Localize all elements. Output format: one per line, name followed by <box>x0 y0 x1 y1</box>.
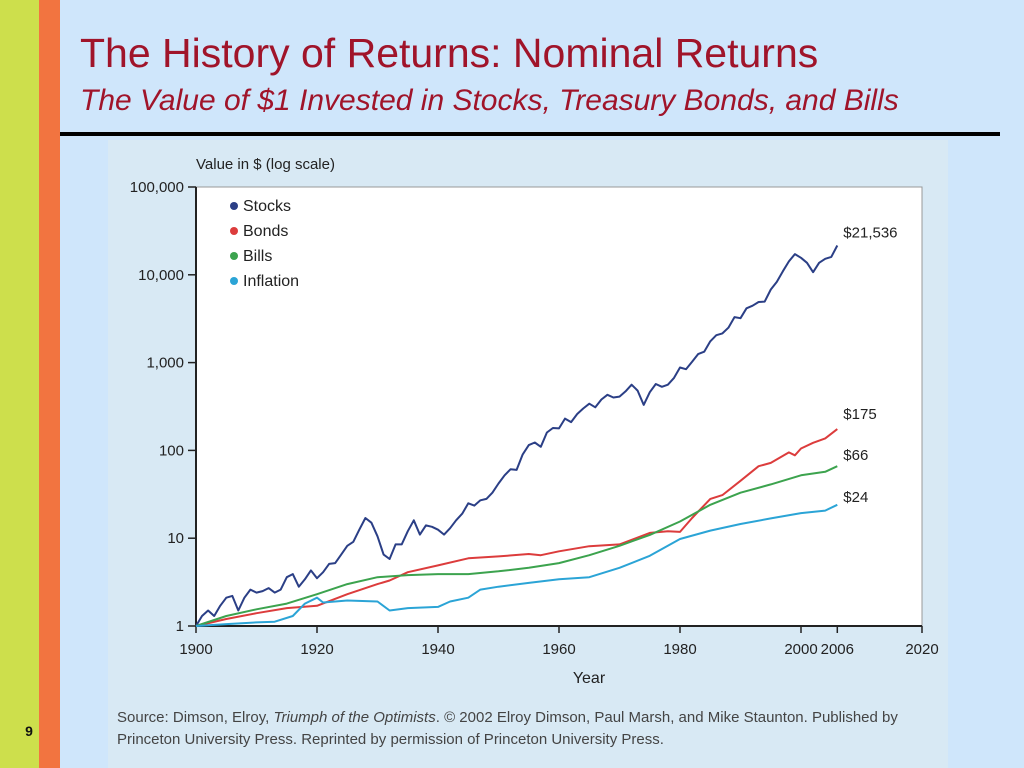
x-tick-label: 2000 <box>784 641 817 658</box>
stocks-legend-marker <box>230 202 238 210</box>
stocks-series-line <box>195 245 839 627</box>
bills-legend-marker <box>230 252 238 260</box>
x-tick-label: 1940 <box>421 641 454 658</box>
y-axis-label: Value in $ (log scale) <box>196 156 335 173</box>
y-tick-label: 100,000 <box>130 179 184 196</box>
y-tick-label: 100 <box>159 442 184 459</box>
x-tick-label: 1980 <box>663 641 696 658</box>
slide-number: 9 <box>25 723 33 739</box>
chart-panel: Value in $ (log scale) 1 10 100 1,000 10,000 1… <box>108 140 948 768</box>
plot-area <box>195 186 923 627</box>
inflation-legend-marker <box>230 277 238 285</box>
slide-title: The History of Returns: Nominal Returns <box>80 30 819 76</box>
bills-legend-label: Bills <box>243 248 272 265</box>
bonds-series-line <box>195 428 838 627</box>
x-tick-label: 2006 <box>821 641 854 658</box>
stocks-end-label: $21,536 <box>843 225 897 242</box>
slide-subtitle: The Value of $1 Invested in Stocks, Trea… <box>80 84 899 117</box>
bonds-end-label: $175 <box>843 406 876 423</box>
stocks-legend-label: Stocks <box>243 198 291 215</box>
title-divider <box>60 132 1000 136</box>
returns-chart: Value in $ (log scale) 1 10 100 1,000 10,000 1… <box>130 156 939 687</box>
bills-series-line <box>195 465 838 627</box>
y-tick-label: 1 <box>176 618 184 635</box>
source-prefix: Source: Dimson, Elroy, <box>117 709 274 726</box>
x-tick-label: 1960 <box>542 641 575 658</box>
source-citation: Source: Dimson, Elroy, Triumph of the Op… <box>117 707 937 751</box>
bonds-legend-label: Bonds <box>243 223 288 240</box>
left-orange-stripe <box>39 0 60 768</box>
inflation-end-label: $24 <box>843 489 868 506</box>
x-tick-label: 2020 <box>905 641 938 658</box>
source-rest: . © 2002 Elroy Dimson, Paul Marsh, and M… <box>117 709 898 748</box>
x-tick-label: 1920 <box>300 641 333 658</box>
left-accent-stripe <box>0 0 39 768</box>
bills-end-label: $66 <box>843 447 868 464</box>
x-tick-label: 1900 <box>179 641 212 658</box>
bonds-legend-marker <box>230 227 238 235</box>
x-axis-label: Year <box>573 670 606 687</box>
y-tick-label: 10,000 <box>138 267 184 284</box>
source-book-title: Triumph of the Optimists <box>273 709 436 726</box>
inflation-series-line <box>195 503 838 627</box>
inflation-legend-label: Inflation <box>243 273 299 290</box>
y-tick-label: 1,000 <box>146 355 184 372</box>
y-tick-label: 10 <box>167 530 184 547</box>
